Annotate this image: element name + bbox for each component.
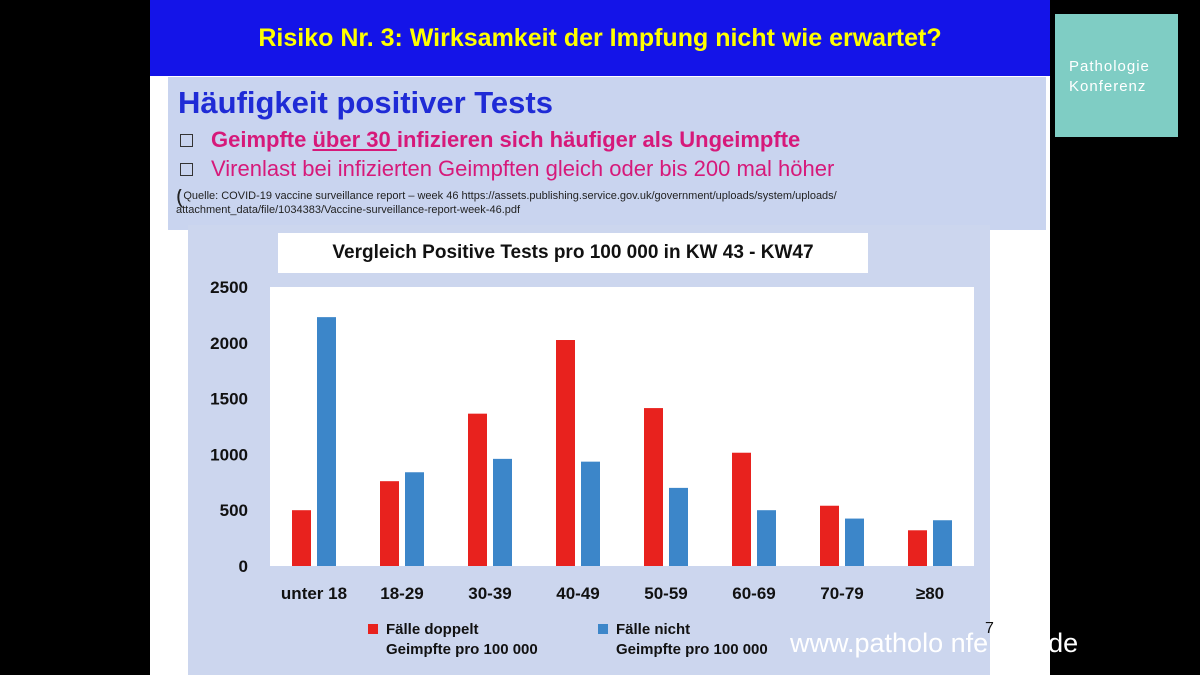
x-tick-label: unter 18: [281, 584, 347, 603]
y-tick-label: 2000: [210, 334, 248, 353]
y-tick-label: 0: [239, 557, 248, 576]
bullet-box-icon: [180, 133, 193, 147]
legend-label-unvaccinated-2: Geimpfte pro 100 000: [616, 641, 768, 658]
pathologie-konferenz-logo: Pathologie Konferenz: [1055, 14, 1178, 137]
bullet-1: Geimpfte über 30 infizieren sich häufige…: [180, 127, 800, 153]
x-tick-label: 60-69: [732, 584, 775, 603]
x-tick-label: 50-59: [644, 584, 687, 603]
bullet-1-underline: über 30: [312, 127, 397, 152]
bullet-1-pre: Geimpfte: [211, 127, 313, 152]
page-number: 7: [985, 620, 994, 637]
info-heading: Häufigkeit positiver Tests: [178, 85, 553, 120]
bullet-box-icon: [180, 162, 193, 176]
y-tick-label: 1500: [210, 390, 248, 409]
legend-label-vaccinated-2: Geimpfte pro 100 000: [386, 641, 538, 658]
bar-vaccinated: [468, 413, 487, 566]
x-tick-label: 18-29: [380, 584, 423, 603]
chart-title-box: Vergleich Positive Tests pro 100 000 in …: [278, 233, 868, 273]
bullet-2: Virenlast bei infizierten Geimpften glei…: [180, 156, 834, 182]
bar-unvaccinated: [317, 317, 336, 566]
slide-title: Risiko Nr. 3: Wirksamkeit der Impfung ni…: [258, 23, 942, 52]
chart-panel: 0 500 1000 1500 2000 2500 unter 18 18-29 30-39 40…: [188, 225, 990, 675]
y-tick-label: 2500: [210, 278, 248, 297]
legend-swatch-vaccinated: [368, 624, 378, 634]
x-tick-label: ≥80: [916, 584, 944, 603]
logo-text-1: Pathologie: [1069, 58, 1150, 75]
slide: Risiko Nr. 3: Wirksamkeit der Impfung ni…: [150, 0, 1050, 675]
plot-area: [270, 287, 974, 566]
x-tick-label: 30-39: [468, 584, 511, 603]
chart-title: Vergleich Positive Tests pro 100 000 in …: [332, 242, 814, 263]
bar-unvaccinated: [845, 518, 864, 566]
bar-unvaccinated: [757, 510, 776, 566]
bar-vaccinated: [908, 530, 927, 566]
bar-vaccinated: [380, 481, 399, 566]
legend-label-vaccinated-1: Fälle doppelt: [386, 621, 479, 638]
bar-chart: 0 500 1000 1500 2000 2500 unter 18 18-29 30-39 40…: [210, 278, 974, 603]
y-tick-label: 1000: [210, 445, 248, 464]
source-paren: (: [176, 189, 184, 208]
bar-unvaccinated: [933, 520, 952, 566]
legend-swatch-unvaccinated: [598, 624, 608, 634]
bar-vaccinated: [556, 340, 575, 566]
x-tick-label: 40-49: [556, 584, 599, 603]
title-bar: Risiko Nr. 3: Wirksamkeit der Impfung ni…: [150, 0, 1050, 76]
info-box: Häufigkeit positiver Tests Geimpfte über…: [168, 77, 1046, 230]
logo-text-2: Konferenz: [1069, 78, 1147, 95]
bullet-2-text: Virenlast bei infizierten Geimpften glei…: [211, 156, 835, 181]
legend-label-unvaccinated-1: Fälle nicht: [616, 621, 691, 638]
bullet-1-post: infizieren sich häufiger als Ungeimpfte: [396, 127, 801, 152]
x-tick-label: 70-79: [820, 584, 863, 603]
bar-unvaccinated: [405, 472, 424, 566]
source-line-1: Quelle: COVID-19 vaccine surveillance re…: [183, 190, 837, 202]
bar-unvaccinated: [493, 458, 512, 566]
bar-vaccinated: [820, 505, 839, 566]
source-line-2: attachment_data/file/1034383/Vaccine-sur…: [176, 204, 521, 216]
website-watermark: www.patholo nferenz.de: [790, 628, 1079, 658]
y-tick-label: 500: [220, 501, 248, 520]
legend-item-unvaccinated: Fälle nicht Geimpfte pro 100 000: [598, 620, 768, 660]
bar-vaccinated: [644, 408, 663, 566]
bar-vaccinated: [292, 510, 311, 566]
legend-item-vaccinated: Fälle doppelt Geimpfte pro 100 000: [368, 620, 538, 660]
bar-unvaccinated: [581, 461, 600, 566]
bar-unvaccinated: [669, 487, 688, 566]
bar-vaccinated: [732, 452, 751, 566]
source-citation: (Quelle: COVID-19 vaccine surveillance r…: [176, 189, 1036, 217]
